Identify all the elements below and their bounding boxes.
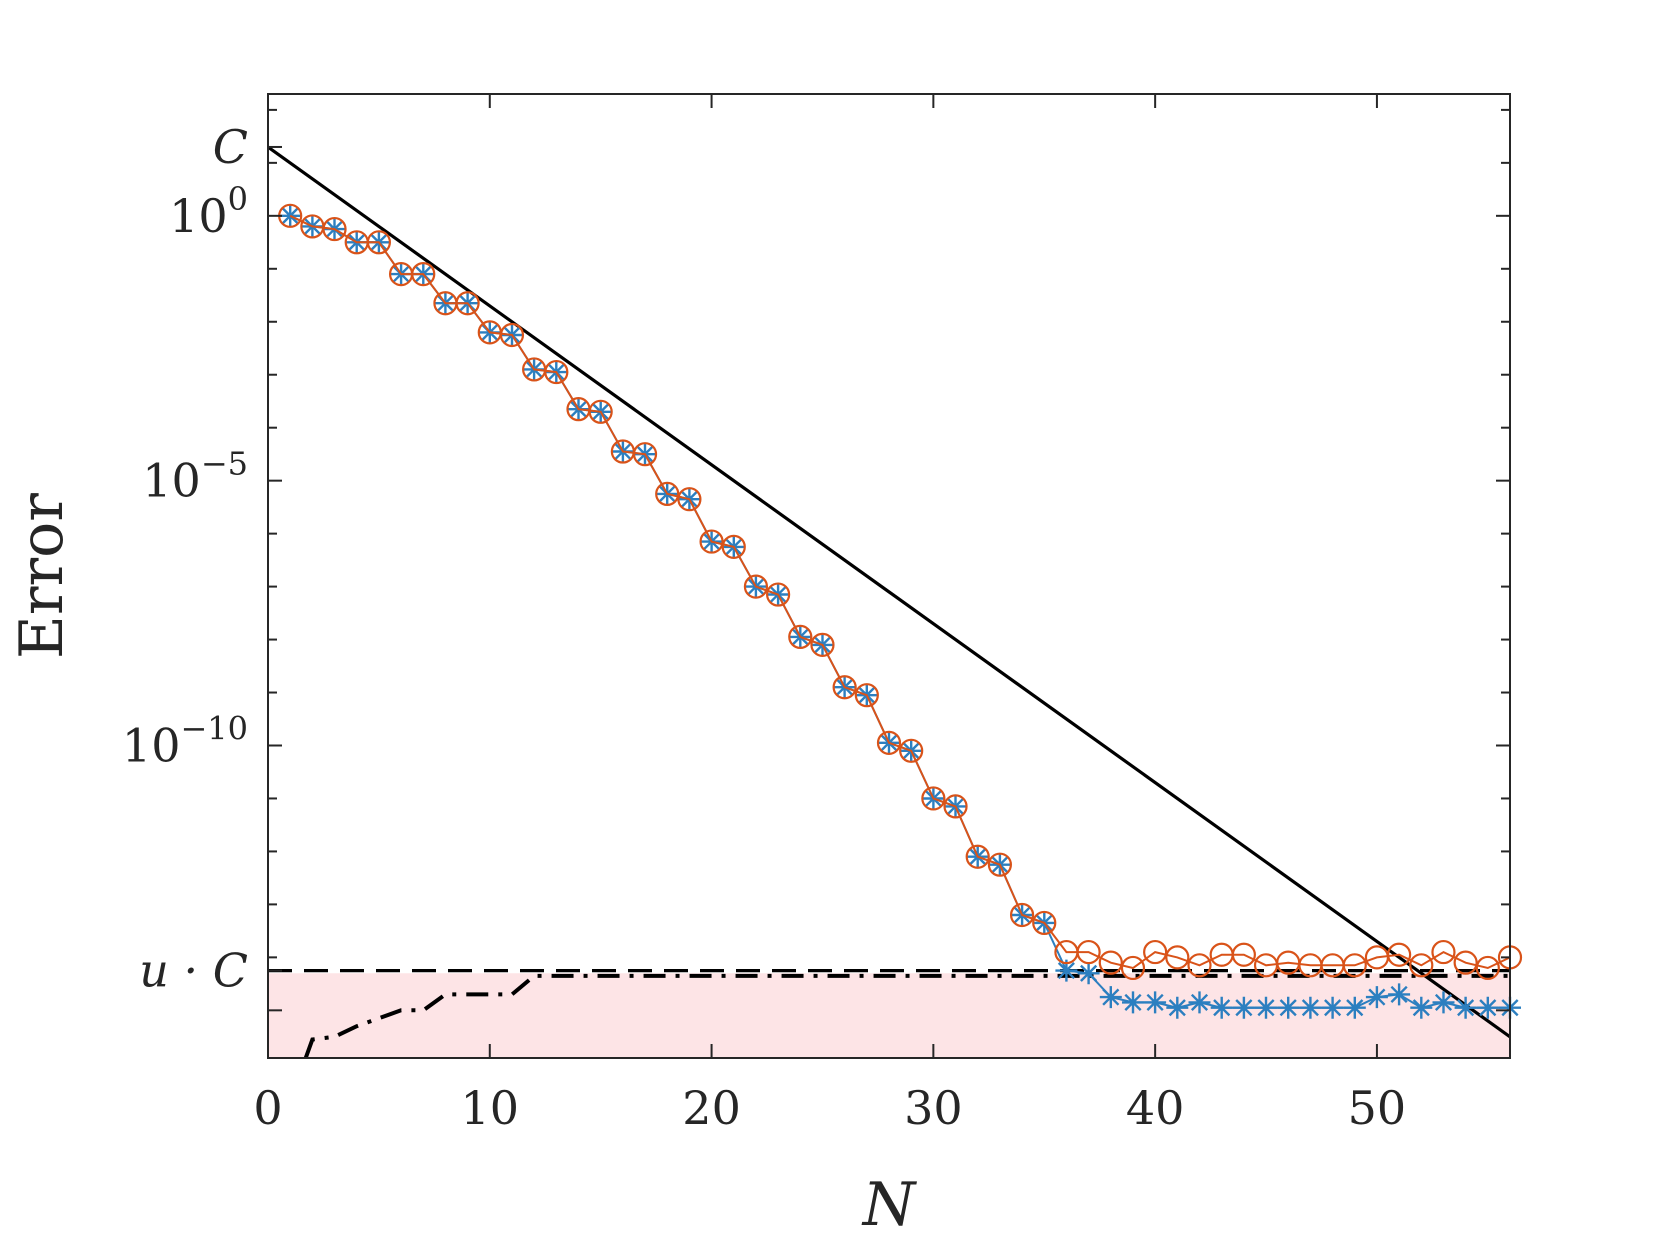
data-point-circle — [721, 534, 746, 559]
data-point-asterisk — [1166, 996, 1189, 1019]
data-point-circle — [544, 359, 569, 385]
data-point-circle — [699, 529, 724, 554]
data-point-asterisk — [1210, 996, 1233, 1019]
y-special-tick-label: u · C — [139, 944, 248, 998]
data-point-circle — [810, 632, 835, 657]
y-tick-label-exponent: 0 — [228, 180, 248, 218]
data-point-asterisk — [1321, 996, 1344, 1019]
data-point-circle — [1231, 942, 1256, 967]
data-point-asterisk — [1410, 996, 1433, 1019]
data-point-asterisk — [1255, 996, 1277, 1019]
x-tick-label: 20 — [682, 1081, 741, 1135]
axes-box — [267, 93, 1511, 1059]
data-point-circle — [899, 738, 924, 763]
data-point-circle — [766, 582, 791, 607]
data-point-circle — [743, 574, 769, 599]
data-point-circle — [943, 794, 968, 819]
data-point-circle — [1032, 910, 1057, 936]
series-line-solid — [268, 145, 1510, 1039]
data-point-circle — [1387, 942, 1412, 967]
data-point-circle — [411, 261, 436, 287]
data-point-circle — [632, 442, 658, 467]
data-point-circle — [1475, 955, 1500, 981]
y-tick-label: 10−10 — [122, 709, 248, 772]
reference-lines-layer — [268, 145, 1510, 1058]
data-point-circle — [499, 322, 525, 348]
data-point-circle — [366, 230, 391, 255]
x-tick-label: 50 — [1348, 1081, 1407, 1135]
y-tick-label-exponent: −5 — [201, 445, 248, 483]
data-point-circle — [832, 675, 857, 700]
data-point-asterisk — [1055, 959, 1078, 982]
series-circle — [278, 203, 1523, 981]
data-point-asterisk — [1144, 991, 1167, 1014]
data-point-circle — [854, 683, 879, 708]
axes-layer — [267, 93, 1511, 1059]
data-point-asterisk — [1232, 996, 1255, 1019]
shaded-region — [268, 973, 1510, 1058]
data-point-circle — [322, 216, 347, 242]
shaded-region-layer — [268, 973, 1510, 1058]
y-tick-label: 100 — [169, 180, 248, 243]
data-point-asterisk — [1077, 962, 1100, 985]
data-point-asterisk — [1122, 991, 1144, 1014]
data-point-asterisk — [1476, 996, 1499, 1019]
data-point-circle — [1009, 902, 1035, 928]
x-tick-label: 0 — [253, 1081, 282, 1135]
data-point-asterisk — [1454, 996, 1477, 1019]
y-tick-label-base: 10 — [169, 189, 228, 243]
data-point-circle — [1120, 955, 1146, 981]
data-point-circle — [588, 399, 613, 424]
data-point-asterisk — [1299, 996, 1322, 1019]
series-asterisk — [279, 204, 1521, 1019]
data-point-circle — [1187, 953, 1212, 978]
data-point-circle — [788, 624, 813, 650]
series-layer — [278, 203, 1523, 1019]
data-point-circle — [1453, 950, 1478, 975]
data-point-asterisk — [1188, 991, 1211, 1014]
series-asterisk-line — [289, 214, 1510, 1009]
x-tick-label: 10 — [461, 1081, 520, 1135]
data-point-circle — [987, 852, 1012, 877]
data-point-circle — [1143, 939, 1168, 965]
y-tick-label-base: 10 — [122, 718, 181, 772]
data-point-asterisk — [1365, 986, 1388, 1009]
data-point-circle — [965, 844, 990, 869]
x-tick-label: 30 — [904, 1081, 963, 1135]
data-point-asterisk — [1099, 986, 1122, 1009]
y-special-tick-label: C — [213, 120, 248, 174]
x-axis-label: N — [861, 1170, 918, 1240]
data-point-circle — [1342, 953, 1367, 978]
y-tick-label-base: 10 — [142, 454, 201, 508]
data-point-circle — [876, 730, 902, 755]
data-point-circle — [1165, 945, 1190, 970]
data-point-circle — [1076, 939, 1101, 965]
data-point-asterisk — [1388, 983, 1411, 1006]
data-point-circle — [677, 487, 702, 512]
series-circle-line — [289, 214, 1510, 970]
data-point-circle — [455, 291, 480, 316]
x-tick-label: 40 — [1126, 1081, 1185, 1135]
data-point-circle — [921, 786, 946, 811]
data-point-circle — [655, 481, 680, 507]
data-point-circle — [1409, 953, 1434, 978]
series-line-dash-dot — [303, 973, 1510, 1058]
data-point-asterisk — [1432, 991, 1455, 1014]
y-axis-label: Error — [7, 493, 77, 659]
data-point-circle — [1098, 950, 1123, 975]
data-point-asterisk — [1343, 996, 1366, 1019]
y-tick-label: 10−5 — [142, 445, 248, 508]
y-tick-label-exponent: −10 — [180, 709, 248, 747]
data-point-asterisk — [1277, 996, 1300, 1019]
data-point-circle — [1431, 939, 1456, 965]
